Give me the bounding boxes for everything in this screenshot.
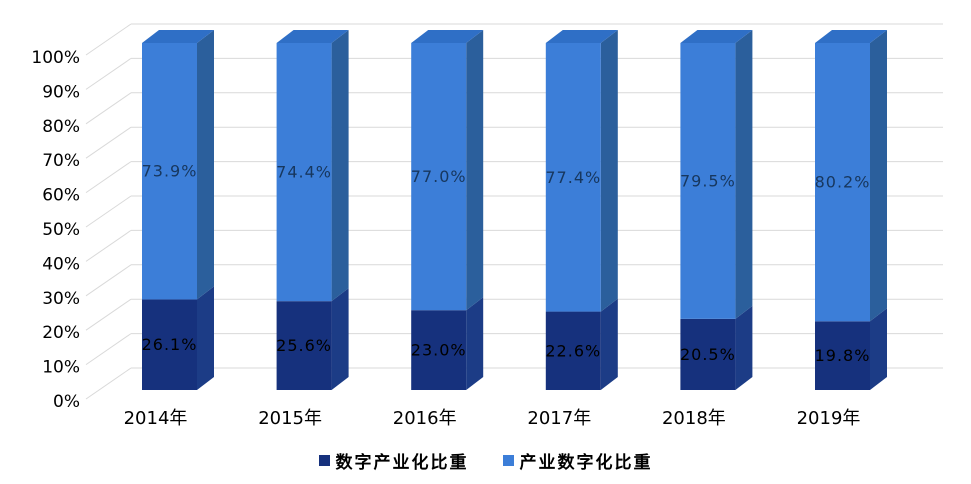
data-label-dark-segment: 19.8%: [815, 346, 871, 365]
bar-segment-light-front: [815, 43, 870, 322]
bar-segment-dark-front: [276, 301, 332, 390]
data-label-light-segment: 73.9%: [142, 162, 198, 181]
data-label-light-segment: 77.0%: [411, 167, 467, 186]
x-axis-category-label: 2018年: [662, 408, 726, 429]
y-axis-tick-label: 90%: [42, 82, 80, 102]
bar-segment-light-front: [680, 43, 736, 319]
y-axis-tick-label: 20%: [42, 323, 80, 343]
bar-segment-light-side: [735, 30, 753, 319]
grid-diagonal: [85, 229, 132, 262]
data-label-dark-segment: 20.5%: [680, 345, 736, 364]
legend-item-series-1: 产业数字化比重: [502, 448, 653, 473]
bar-segment-light-side: [331, 30, 349, 302]
data-label-dark-segment: 23.0%: [411, 341, 467, 360]
grid-diagonal: [85, 92, 132, 125]
legend-item-series-0: 数字产业化比重: [318, 448, 469, 473]
grid-diagonal: [85, 126, 132, 159]
legend-label-series-1: 产业数字化比重: [519, 453, 653, 473]
bar-segment-light-top: [815, 30, 887, 43]
bar-segment-dark-front: [142, 299, 197, 390]
y-axis-tick-label: 60%: [42, 186, 80, 206]
bar-segment-light-side: [466, 30, 484, 311]
bar-segment-light-side: [600, 30, 618, 312]
bar-segment-light-front: [142, 43, 197, 300]
data-label-light-segment: 77.4%: [545, 168, 601, 187]
grid-diagonal: [85, 57, 132, 90]
bar-segment-dark-side: [870, 308, 887, 390]
bar-segment-light-side: [197, 30, 214, 300]
bar-segment-light-top: [545, 30, 618, 43]
bar-segment-dark-front: [680, 318, 736, 390]
bar-segment-dark-front: [545, 311, 601, 390]
y-axis-tick-label: 100%: [31, 48, 80, 68]
x-axis-category-label: 2016年: [393, 408, 457, 429]
data-label-light-segment: 80.2%: [815, 173, 871, 192]
data-label-light-segment: 74.4%: [276, 163, 332, 182]
bar-segment-light-side: [870, 30, 887, 322]
data-label-dark-segment: 22.6%: [545, 341, 601, 360]
data-label-dark-segment: 25.6%: [276, 336, 332, 355]
bar-segment-light-top: [142, 30, 214, 43]
bar-segment-light-top: [411, 30, 484, 43]
chart-legend: 数字产业化比重 产业数字化比重: [0, 448, 971, 473]
legend-label-series-0: 数字产业化比重: [335, 453, 469, 473]
x-axis-category-label: 2017年: [527, 408, 591, 429]
bar-segment-dark-front: [815, 321, 870, 390]
grid-diagonal: [85, 161, 132, 194]
y-axis-tick-label: 70%: [42, 151, 80, 171]
grid-diagonal: [85, 298, 132, 331]
y-axis-tick-label: 0%: [53, 392, 80, 412]
bar-segment-light-top: [276, 30, 349, 43]
bar-segment-light-front: [276, 43, 332, 302]
y-axis-tick-label: 50%: [42, 220, 80, 240]
grid-diagonal: [85, 264, 132, 297]
bar-segment-light-top: [680, 30, 753, 43]
bar-segment-light-front: [545, 43, 601, 312]
bar-segment-light-front: [411, 43, 467, 311]
y-axis-tick-label: 30%: [42, 289, 80, 309]
data-label-dark-segment: 26.1%: [142, 335, 198, 354]
x-axis-category-label: 2015年: [258, 408, 322, 429]
grid-diagonal: [85, 23, 132, 56]
grid-diagonal: [85, 367, 132, 400]
grid-diagonal: [85, 195, 132, 228]
data-label-light-segment: 79.5%: [680, 171, 736, 190]
legend-swatch-light-blue: [502, 455, 514, 466]
y-axis-tick-label: 40%: [42, 254, 80, 274]
grid-diagonal: [85, 333, 132, 366]
x-axis-category-label: 2014年: [124, 408, 188, 429]
y-axis-tick-label: 80%: [42, 117, 80, 137]
y-axis-tick-label: 10%: [42, 358, 80, 378]
bar-segment-dark-side: [466, 297, 484, 390]
bar-segment-dark-side: [197, 286, 214, 390]
legend-swatch-dark-blue: [318, 455, 330, 466]
bar-segment-dark-side: [600, 298, 618, 390]
bar-segment-dark-front: [411, 310, 467, 390]
bar-segment-dark-side: [331, 288, 349, 390]
bar-segment-dark-side: [735, 305, 753, 390]
x-axis-category-label: 2019年: [797, 408, 861, 429]
